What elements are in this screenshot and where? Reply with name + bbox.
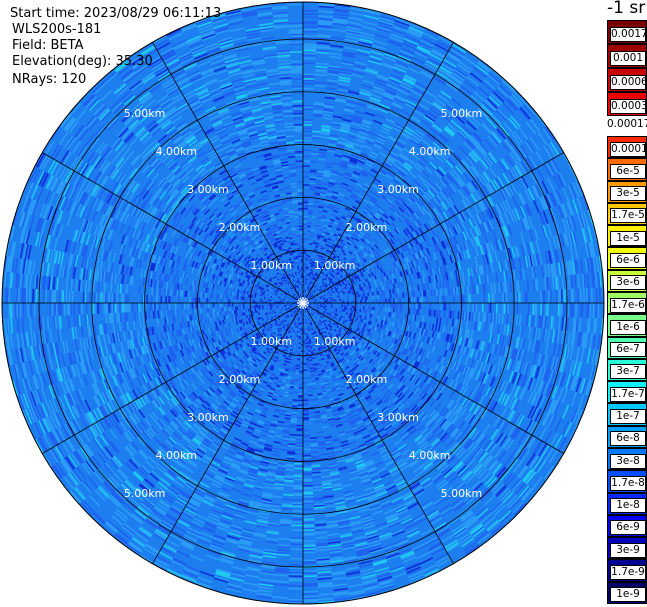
azimuth-spoke-300 <box>42 152 304 304</box>
colorbar-tick-label: 0.0017 <box>610 26 647 42</box>
ppi-plot: 1.00km 1.00km 1.00km 1.00km 2.00km 2.00km 2.00… <box>1 1 605 605</box>
colorbar-cell: 0.0006 <box>607 68 647 92</box>
range-ring-label: 1.00km <box>314 335 356 348</box>
elevation-text: Elevation(deg): 35.30 <box>12 54 153 69</box>
colorbar-tick-label: 1e-8 <box>610 498 646 514</box>
azimuth-spoke-30 <box>302 42 454 304</box>
range-ring-label: 1.00km <box>251 335 293 348</box>
range-ring-label: 5.00km <box>441 487 483 500</box>
colorbar-cell: 3e-6 <box>607 269 647 292</box>
colorbar-tick-label: 1.7e-7 <box>610 386 646 402</box>
range-ring-label: 5.00km <box>441 107 483 120</box>
instrument-text: WLS200s-181 <box>12 22 102 37</box>
colorbar-cell: 1e-9 <box>607 581 647 604</box>
range-ring-label: 4.00km <box>409 145 451 158</box>
colorbar-tick-label: 1.7e-9 <box>610 565 646 581</box>
azimuth-spoke-150 <box>302 302 454 564</box>
colorbar-tick-label: 0.001 <box>610 50 646 66</box>
colorbar-cell: 3e-7 <box>607 358 647 382</box>
azimuth-spoke-120 <box>302 302 564 454</box>
colorbar-cell: 1e-6 <box>607 314 647 337</box>
colorbar-tick-label: 1e-7 <box>610 409 646 425</box>
colorbar-cell: 0.0003 <box>607 92 647 116</box>
colorbar-title: -1 sr <box>607 0 646 18</box>
colorbar-cell: 3e-9 <box>607 537 647 560</box>
colorbar-tick-label: 6e-7 <box>610 342 646 358</box>
field-text: Field: BETA <box>12 38 84 53</box>
range-ring-grid <box>1 1 605 605</box>
colorbar-cell: 1.7e-9 <box>607 559 647 582</box>
colorbar-cell: 1.7e-7 <box>607 381 647 404</box>
colorbar-tick-label: 0.0001 <box>610 141 647 157</box>
colorbar-cell: 1e-7 <box>607 403 647 426</box>
range-ring-label: 4.00km <box>409 449 451 462</box>
colorbar-tick-label: 3e-8 <box>610 453 646 469</box>
colorbar-cell: 6e-8 <box>607 425 647 448</box>
radar-origin-marker <box>299 297 304 304</box>
colorbar-cell: 0.0017 <box>607 20 647 44</box>
range-ring-label: 2.00km <box>219 373 261 386</box>
colorbar-tick-label: 6e-5 <box>610 163 646 179</box>
colorbar-tick-label: 1.7e-8 <box>610 475 646 491</box>
range-ring-label: 5.00km <box>124 487 166 500</box>
colorbar-tick-label: 6e-9 <box>610 520 646 536</box>
azimuth-spoke-330 <box>152 42 304 304</box>
colorbar-tick-label: 6e-8 <box>610 431 646 447</box>
colorbar-tick-label: 3e-9 <box>610 542 646 558</box>
colorbar-tick-label: 1e-9 <box>610 587 646 603</box>
colorbar-cell: 6e-7 <box>607 336 647 359</box>
colorbar-cell: 3e-8 <box>607 448 647 471</box>
colorbar-tick-label: 1.7e-5 <box>610 208 646 224</box>
colorbar-tick-label: 6e-6 <box>610 253 646 269</box>
colorbar-tick-label: 1e-6 <box>610 319 646 335</box>
range-ring-label: 1.00km <box>251 259 293 272</box>
colorbar-cell: 1e-5 <box>607 225 647 248</box>
colorbar-cell: 1.7e-5 <box>607 202 647 226</box>
colorbar-cell: 6e-5 <box>607 158 647 181</box>
colorbar-tick-label: 3e-7 <box>610 364 646 380</box>
range-ring-label: 3.00km <box>377 183 419 196</box>
colorbar-cell: 0.0001 <box>607 136 647 159</box>
range-ring-label: 2.00km <box>346 221 388 234</box>
colorbar-cell: 1e-8 <box>607 492 647 515</box>
range-ring-label: 1.00km <box>314 259 356 272</box>
azimuth-spoke-210 <box>152 302 304 564</box>
colorbar-tick-label: 0.0003 <box>610 98 647 114</box>
azimuth-spoke-60 <box>302 152 564 304</box>
start-time-text: Start time: 2023/08/29 06:11:13 <box>10 6 222 21</box>
range-ring-label: 3.00km <box>187 183 229 196</box>
colorbar-tick-label: 1e-5 <box>610 230 646 246</box>
colorbar-tick-label: 3e-6 <box>610 275 646 291</box>
range-ring-labels: 1.00km 1.00km 1.00km 1.00km 2.00km 2.00km 2.00… <box>124 107 482 500</box>
range-ring-label: 4.00km <box>156 449 198 462</box>
colorbar-tick-label: 1.7e-6 <box>610 297 646 313</box>
azimuth-spoke-240 <box>42 302 304 454</box>
colorbar-cell: 6e-6 <box>607 247 647 270</box>
range-ring-label: 2.00km <box>346 373 388 386</box>
colorbar-cell: 1.7e-8 <box>607 470 647 493</box>
colorbar-cell: 6e-9 <box>607 514 647 538</box>
nrays-text: NRays: 120 <box>12 72 87 87</box>
range-ring-label: 5.00km <box>124 107 166 120</box>
range-ring-label: 3.00km <box>377 411 419 424</box>
colorbar-cell: 1.7e-6 <box>607 292 647 315</box>
range-ring-label: 3.00km <box>187 411 229 424</box>
colorbar-cell: 0.001 <box>607 44 647 68</box>
range-ring-label: 2.00km <box>219 221 261 234</box>
colorbar-cell: 3e-5 <box>607 180 647 203</box>
colorbar-tick-label: 3e-5 <box>610 186 646 202</box>
colorbar-gap: 0.00017 <box>607 116 647 136</box>
colorbar-tick-label: 0.00017 <box>607 118 647 130</box>
range-ring-label: 4.00km <box>156 145 198 158</box>
colorbar-tick-label: 0.0006 <box>610 74 647 90</box>
colorbar: 0.0017 0.001 0.0006 0.0003 0.00017 0.0001 6e-5… <box>607 20 647 604</box>
